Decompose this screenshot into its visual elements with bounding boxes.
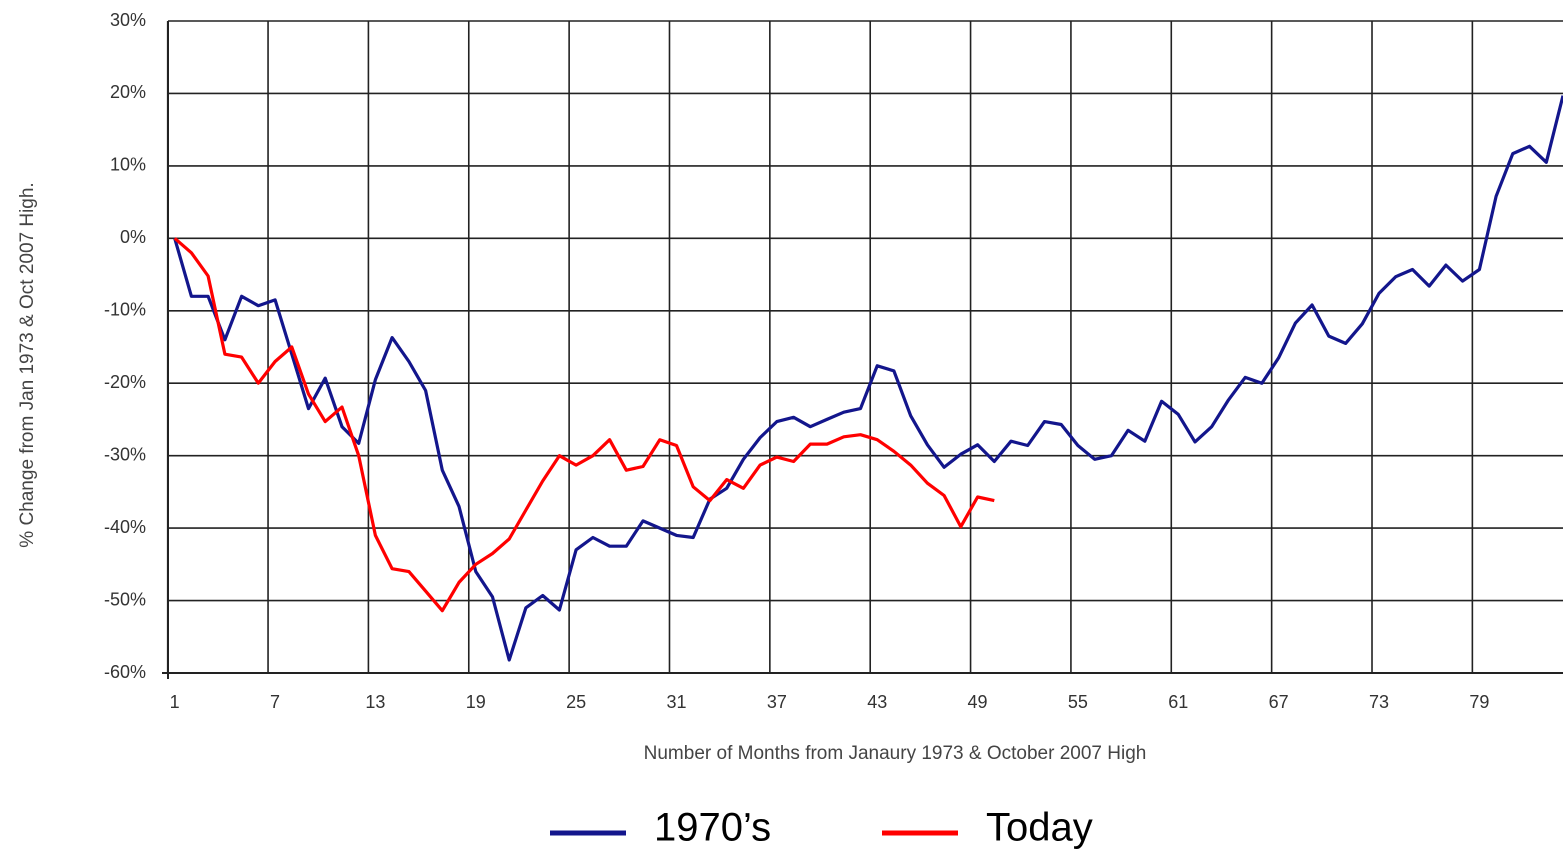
x-tick-label: 25 <box>566 692 586 712</box>
y-tick-label: -40% <box>104 517 146 537</box>
x-tick-label: 67 <box>1269 692 1289 712</box>
x-tick-label: 61 <box>1168 692 1188 712</box>
y-tick-label: -30% <box>104 444 146 464</box>
x-tick-label: 37 <box>767 692 787 712</box>
x-tick-label: 7 <box>270 692 280 712</box>
y-tick-label: 20% <box>110 82 146 102</box>
series-line <box>173 95 1563 662</box>
x-tick-label: 19 <box>466 692 486 712</box>
y-tick-label: 10% <box>110 155 146 175</box>
x-tick-label: 73 <box>1369 692 1389 712</box>
series-line <box>173 237 995 613</box>
y-tick-label: -10% <box>104 300 146 320</box>
legend-label: 1970’s <box>654 806 771 850</box>
x-tick-label: 31 <box>666 692 686 712</box>
x-tick-label: 49 <box>968 692 988 712</box>
y-tick-label: 0% <box>120 227 146 247</box>
y-axis-label: % Change from Jan 1973 & Oct 2007 High. <box>17 182 38 547</box>
y-tick-label: 30% <box>110 10 146 30</box>
y-tick-label: -60% <box>104 662 146 682</box>
y-tick-label: -50% <box>104 589 146 609</box>
legend-label: Today <box>986 806 1093 850</box>
x-axis-label: Number of Months from Janaury 1973 & Oct… <box>644 743 1147 764</box>
x-tick-label: 55 <box>1068 692 1088 712</box>
x-tick-label: 13 <box>365 692 385 712</box>
x-tick-label: 43 <box>867 692 887 712</box>
x-tick-label: 79 <box>1469 692 1489 712</box>
x-tick-label: 1 <box>170 692 180 712</box>
y-tick-label: -20% <box>104 372 146 392</box>
